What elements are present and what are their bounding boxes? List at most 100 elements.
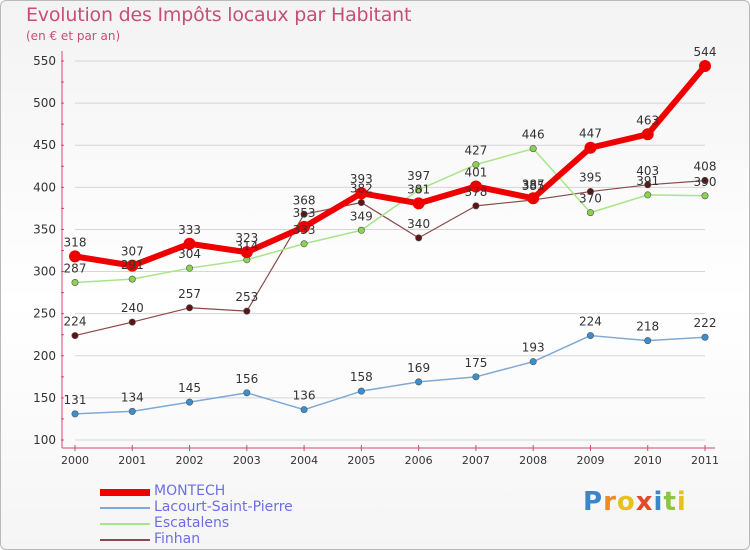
data-label-lacourt-saint-pierre: 145 xyxy=(178,381,201,395)
proxiti-logo: Proxiti xyxy=(583,487,687,517)
data-label-escatalens: 291 xyxy=(121,258,144,272)
x-tick-label: 2009 xyxy=(576,454,604,467)
series-line-finhan xyxy=(74,179,706,337)
data-point-lacourt-saint-pierre xyxy=(415,378,423,386)
x-tick-label: 2011 xyxy=(691,454,719,467)
data-point-lacourt-saint-pierre xyxy=(300,406,308,414)
x-tick-label: 2008 xyxy=(519,454,547,467)
legend-swatch xyxy=(100,539,150,541)
data-label-montech: 333 xyxy=(178,223,201,237)
data-label-montech: 323 xyxy=(235,231,258,245)
y-tick-label: 250 xyxy=(33,307,56,321)
data-label-finhan: 368 xyxy=(293,193,316,207)
data-point-finhan xyxy=(357,198,365,206)
legend-swatch xyxy=(100,507,150,509)
data-point-montech xyxy=(584,141,597,154)
data-point-escatalens xyxy=(300,240,308,248)
data-point-finhan xyxy=(243,307,251,315)
data-point-lacourt-saint-pierre xyxy=(586,332,594,340)
data-label-escatalens: 391 xyxy=(636,174,659,188)
data-label-finhan: 385 xyxy=(522,179,545,193)
series-line-lacourt-saint-pierre xyxy=(74,334,706,415)
data-point-montech xyxy=(527,192,540,205)
chart-title: Evolution des Impôts locaux par Habitant xyxy=(26,4,412,26)
data-point-montech xyxy=(355,187,368,200)
data-point-montech xyxy=(298,220,311,233)
data-point-montech xyxy=(126,259,139,272)
y-tick-label: 100 xyxy=(33,433,56,447)
y-tick-label: 150 xyxy=(33,391,56,405)
logo-letter: r xyxy=(603,487,617,517)
data-label-lacourt-saint-pierre: 131 xyxy=(64,393,87,407)
logo-letter: P xyxy=(583,487,604,517)
data-label-escatalens: 349 xyxy=(350,209,373,223)
data-point-lacourt-saint-pierre xyxy=(644,337,652,345)
data-label-montech: 353 xyxy=(293,206,316,220)
x-tick-label: 2007 xyxy=(462,454,490,467)
series-line-escatalens xyxy=(74,147,706,284)
data-point-lacourt-saint-pierre xyxy=(186,398,194,406)
data-point-finhan xyxy=(644,181,652,189)
data-point-finhan xyxy=(71,332,79,340)
x-tick-label: 2003 xyxy=(233,454,261,467)
y-tick-label: 400 xyxy=(33,180,56,194)
logo-letter: i xyxy=(653,487,664,517)
data-point-escatalens xyxy=(701,192,709,200)
legend-label: Lacourt-Saint-Pierre xyxy=(154,499,293,515)
y-tick-label: 500 xyxy=(33,96,56,110)
data-label-lacourt-saint-pierre: 156 xyxy=(235,372,258,386)
series-line-montech xyxy=(72,63,708,269)
data-label-escatalens: 427 xyxy=(464,144,487,158)
y-tick-label: 300 xyxy=(33,265,56,279)
data-label-montech: 544 xyxy=(694,45,717,59)
data-point-finhan xyxy=(701,177,709,185)
data-point-finhan xyxy=(586,188,594,196)
data-label-lacourt-saint-pierre: 224 xyxy=(579,315,602,329)
data-label-escatalens: 370 xyxy=(579,192,602,206)
data-label-escatalens: 333 xyxy=(293,223,316,237)
logo-letter: x xyxy=(635,487,654,517)
data-label-montech: 447 xyxy=(579,127,602,141)
data-label-finhan: 408 xyxy=(694,160,717,174)
data-point-montech xyxy=(641,128,654,141)
data-label-finhan: 224 xyxy=(64,315,87,329)
data-label-lacourt-saint-pierre: 169 xyxy=(407,361,430,375)
data-label-finhan: 240 xyxy=(121,301,144,315)
data-point-escatalens xyxy=(128,275,136,283)
data-label-lacourt-saint-pierre: 134 xyxy=(121,390,144,404)
data-point-escatalens xyxy=(186,264,194,272)
data-point-finhan xyxy=(128,318,136,326)
data-label-montech: 307 xyxy=(121,245,144,259)
data-point-montech xyxy=(412,197,425,210)
data-label-escatalens: 287 xyxy=(64,262,87,276)
y-tick-label: 200 xyxy=(33,349,56,363)
logo-letter: o xyxy=(616,487,636,517)
x-tick-label: 2001 xyxy=(118,454,146,467)
data-label-lacourt-saint-pierre: 222 xyxy=(694,316,717,330)
data-point-lacourt-saint-pierre xyxy=(243,389,251,397)
data-label-escatalens: 397 xyxy=(407,169,430,183)
data-label-finhan: 403 xyxy=(636,164,659,178)
data-label-escatalens: 446 xyxy=(522,128,545,142)
data-point-montech xyxy=(469,180,482,193)
chart-subtitle: (en € et par an) xyxy=(26,29,121,43)
data-point-lacourt-saint-pierre xyxy=(357,387,365,395)
legend-swatch xyxy=(100,523,150,525)
data-label-lacourt-saint-pierre: 136 xyxy=(293,389,316,403)
data-point-finhan xyxy=(415,234,423,242)
data-label-montech: 381 xyxy=(407,182,430,196)
x-tick-label: 2010 xyxy=(634,454,662,467)
data-point-escatalens xyxy=(586,209,594,217)
data-label-finhan: 382 xyxy=(350,181,373,195)
data-point-lacourt-saint-pierre xyxy=(128,407,136,415)
x-tick-label: 2006 xyxy=(405,454,433,467)
data-point-montech xyxy=(699,60,711,73)
data-label-montech: 401 xyxy=(464,165,487,179)
data-label-lacourt-saint-pierre: 193 xyxy=(522,341,545,355)
x-tick-label: 2004 xyxy=(290,454,318,467)
logo-letter: t xyxy=(663,487,677,517)
data-label-montech: 387 xyxy=(522,177,545,191)
data-point-finhan xyxy=(300,210,308,218)
